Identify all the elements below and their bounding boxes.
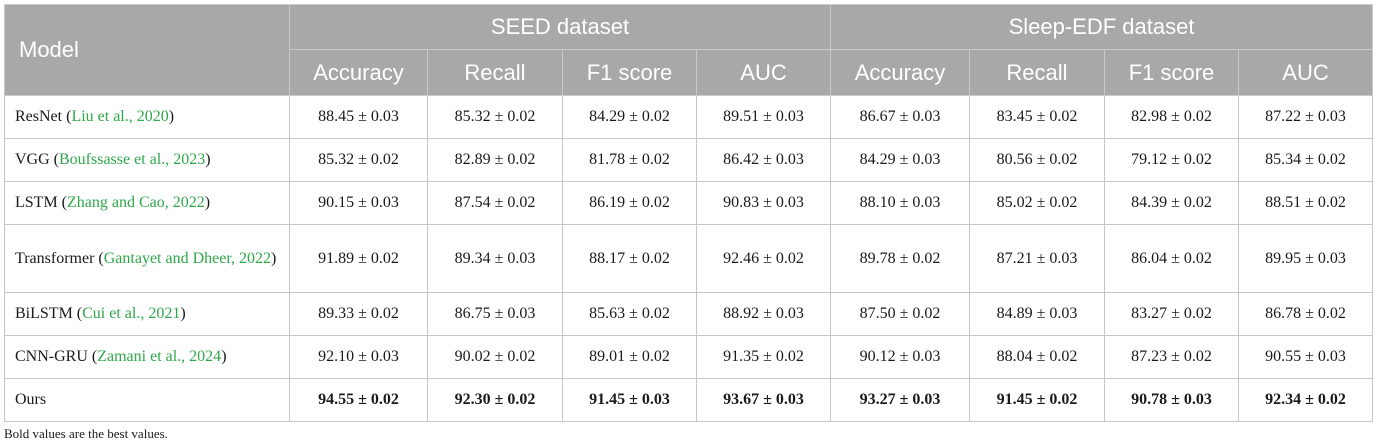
value-cell: 84.39 ± 0.02 (1104, 181, 1239, 225)
value-cell: 86.78 ± 0.02 (1238, 292, 1373, 336)
value-cell: 84.29 ± 0.03 (830, 138, 970, 182)
value-cell: 86.04 ± 0.02 (1104, 224, 1239, 293)
value-cell: 92.46 ± 0.02 (696, 224, 831, 293)
model-header: Model (4, 4, 290, 96)
citation-link[interactable]: Boufssasse et al., 2023 (59, 151, 206, 168)
value-cell: 80.56 ± 0.02 (969, 138, 1105, 182)
table-row-ours: Ours 94.55 ± 0.02 92.30 ± 0.02 91.45 ± 0… (4, 378, 1373, 422)
model-name: VGG (15, 151, 50, 168)
table-row: ResNet (Liu et al., 2020) 88.45 ± 0.03 8… (4, 95, 1373, 139)
value-cell: 91.35 ± 0.02 (696, 335, 831, 379)
model-name: CNN-GRU (15, 348, 88, 365)
value-cell-best: 93.27 ± 0.03 (830, 378, 970, 422)
value-cell: 84.89 ± 0.03 (969, 292, 1105, 336)
model-name: BiLSTM (15, 305, 73, 322)
value-cell: 86.42 ± 0.03 (696, 138, 831, 182)
value-cell-best: 91.45 ± 0.03 (562, 378, 697, 422)
value-cell: 88.04 ± 0.02 (969, 335, 1105, 379)
table-row: VGG (Boufssasse et al., 2023) 85.32 ± 0.… (4, 138, 1373, 182)
value-cell: 87.50 ± 0.02 (830, 292, 970, 336)
value-cell: 90.83 ± 0.03 (696, 181, 831, 225)
value-cell: 89.34 ± 0.03 (427, 224, 563, 293)
model-cell: BiLSTM (Cui et al., 2021) (4, 292, 290, 336)
value-cell: 88.17 ± 0.02 (562, 224, 697, 293)
value-cell: 81.78 ± 0.02 (562, 138, 697, 182)
table-row: BiLSTM (Cui et al., 2021) 89.33 ± 0.02 8… (4, 292, 1373, 336)
value-cell: 87.23 ± 0.02 (1104, 335, 1239, 379)
model-cell: ResNet (Liu et al., 2020) (4, 95, 290, 139)
citation-link[interactable]: Zamani et al., 2024 (97, 348, 222, 365)
metric-header: Recall (427, 49, 563, 96)
value-cell-best: 91.45 ± 0.02 (969, 378, 1105, 422)
value-cell: 88.92 ± 0.03 (696, 292, 831, 336)
value-cell: 85.32 ± 0.02 (427, 95, 563, 139)
model-name: Transformer (15, 249, 95, 267)
value-cell: 87.54 ± 0.02 (427, 181, 563, 225)
citation-link[interactable]: Liu et al., 2020 (71, 108, 169, 125)
metric-header: Accuracy (830, 49, 970, 96)
value-cell: 88.10 ± 0.03 (830, 181, 970, 225)
value-cell: 83.45 ± 0.02 (969, 95, 1105, 139)
group-header-seed: SEED dataset (289, 4, 831, 50)
table-footnote: Bold values are the best values. (4, 426, 168, 441)
metric-header: Recall (969, 49, 1105, 96)
value-cell: 89.51 ± 0.03 (696, 95, 831, 139)
value-cell-best: 90.78 ± 0.03 (1104, 378, 1239, 422)
value-cell-best: 94.55 ± 0.02 (289, 378, 428, 422)
value-cell: 85.63 ± 0.02 (562, 292, 697, 336)
citation-link[interactable]: Zhang and Cao, 2022 (67, 194, 205, 211)
results-table: Model SEED dataset Sleep-EDF dataset Acc… (4, 4, 1373, 422)
value-cell: 85.02 ± 0.02 (969, 181, 1105, 225)
metric-header: Accuracy (289, 49, 428, 96)
model-cell: Ours (4, 378, 290, 422)
value-cell: 84.29 ± 0.02 (562, 95, 697, 139)
value-cell: 86.19 ± 0.02 (562, 181, 697, 225)
value-cell: 86.67 ± 0.03 (830, 95, 970, 139)
value-cell: 86.75 ± 0.03 (427, 292, 563, 336)
citation-link[interactable]: Gantayet and Dheer, 2022 (103, 249, 272, 267)
table-row: CNN-GRU (Zamani et al., 2024) 92.10 ± 0.… (4, 335, 1373, 379)
results-table-container: Model SEED dataset Sleep-EDF dataset Acc… (4, 4, 1373, 422)
value-cell: 89.33 ± 0.02 (289, 292, 428, 336)
table-row: Transformer (Gantayet and Dheer, 2022) 9… (4, 224, 1373, 293)
model-cell: CNN-GRU (Zamani et al., 2024) (4, 335, 290, 379)
group-header-sleep-edf: Sleep-EDF dataset (830, 4, 1373, 50)
model-name: ResNet (15, 108, 63, 125)
value-cell: 88.51 ± 0.02 (1238, 181, 1373, 225)
header-row-groups: Model SEED dataset Sleep-EDF dataset (4, 4, 1373, 96)
value-cell: 89.01 ± 0.02 (562, 335, 697, 379)
header-row-metrics: Accuracy Recall F1 score AUC Accuracy Re… (5, 49, 1373, 96)
metric-header: F1 score (1104, 49, 1239, 96)
value-cell-best: 92.34 ± 0.02 (1238, 378, 1373, 422)
value-cell: 82.89 ± 0.02 (427, 138, 563, 182)
value-cell: 87.21 ± 0.03 (969, 224, 1105, 293)
value-cell: 82.98 ± 0.02 (1104, 95, 1239, 139)
value-cell-best: 93.67 ± 0.03 (696, 378, 831, 422)
value-cell: 90.55 ± 0.03 (1238, 335, 1373, 379)
value-cell: 90.02 ± 0.02 (427, 335, 563, 379)
model-name: LSTM (15, 194, 58, 211)
value-cell: 90.15 ± 0.03 (289, 181, 428, 225)
model-name: Ours (15, 391, 47, 408)
metric-header: F1 score (562, 49, 697, 96)
value-cell: 79.12 ± 0.02 (1104, 138, 1239, 182)
metric-header: AUC (1238, 49, 1373, 96)
table-row: LSTM (Zhang and Cao, 2022) 90.15 ± 0.03 … (4, 181, 1373, 225)
model-cell: LSTM (Zhang and Cao, 2022) (4, 181, 290, 225)
value-cell: 89.95 ± 0.03 (1238, 224, 1373, 293)
value-cell: 88.45 ± 0.03 (289, 95, 428, 139)
value-cell: 90.12 ± 0.03 (830, 335, 970, 379)
value-cell: 85.32 ± 0.02 (289, 138, 428, 182)
value-cell: 83.27 ± 0.02 (1104, 292, 1239, 336)
value-cell: 91.89 ± 0.02 (289, 224, 428, 293)
model-cell: VGG (Boufssasse et al., 2023) (4, 138, 290, 182)
value-cell: 85.34 ± 0.02 (1238, 138, 1373, 182)
metric-header: AUC (696, 49, 831, 96)
value-cell: 87.22 ± 0.03 (1238, 95, 1373, 139)
value-cell: 89.78 ± 0.02 (830, 224, 970, 293)
model-cell: Transformer (Gantayet and Dheer, 2022) (4, 224, 290, 293)
citation-link[interactable]: Cui et al., 2021 (82, 305, 181, 322)
value-cell: 92.10 ± 0.03 (289, 335, 428, 379)
value-cell-best: 92.30 ± 0.02 (427, 378, 563, 422)
